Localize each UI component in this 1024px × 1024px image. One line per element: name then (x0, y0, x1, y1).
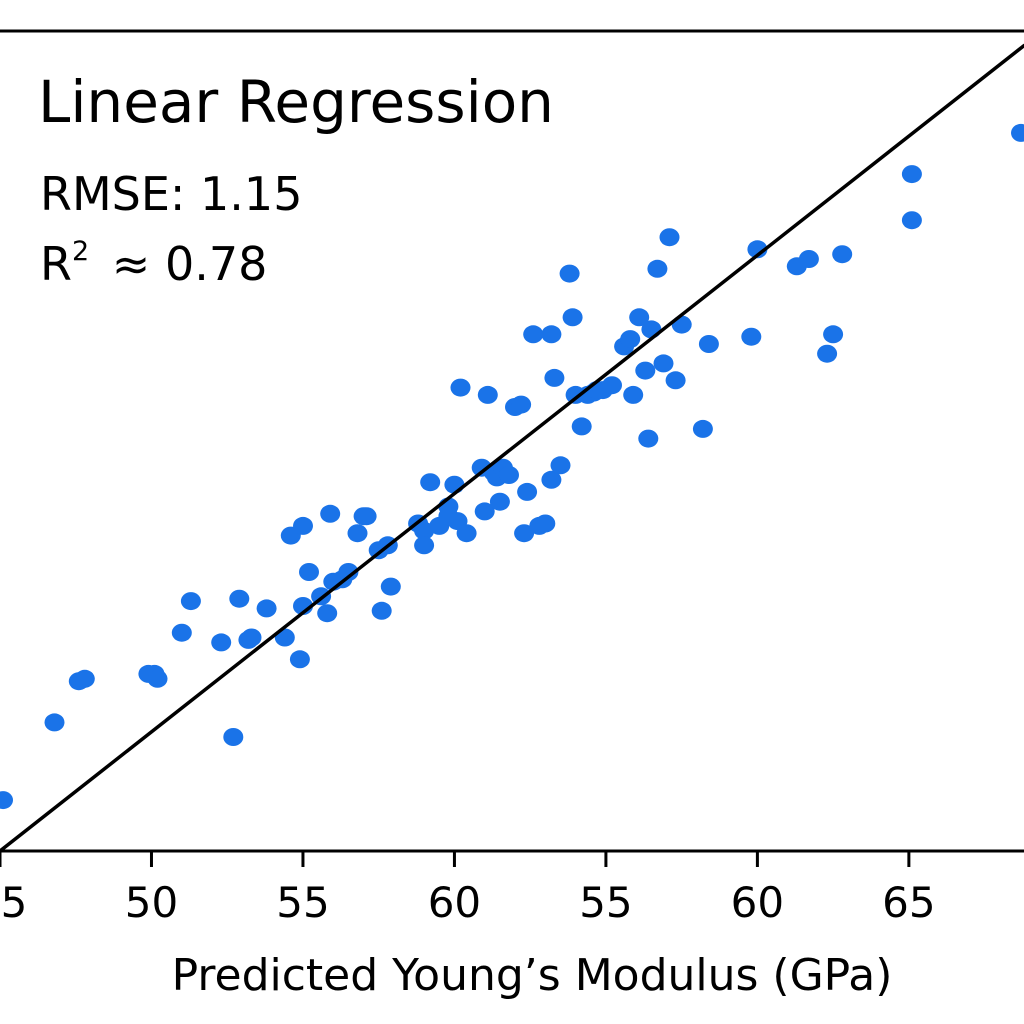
scatter-point-91 (798, 250, 819, 268)
scatter-point-60 (535, 514, 556, 533)
scatter-point-21 (299, 563, 319, 581)
scatter-point-81 (647, 259, 668, 278)
scatter-point-15 (256, 599, 277, 618)
scatter-point-10 (211, 633, 232, 652)
x-tick-label-1: 5 (1, 878, 28, 927)
scatter-point-37 (414, 536, 435, 555)
x-tick-label-3: 55 (276, 878, 329, 927)
scatter-point-88 (741, 327, 762, 346)
scatter-point-61 (541, 325, 562, 344)
scatter-point-96 (901, 165, 922, 184)
x-tick-label-7: 65 (882, 878, 935, 927)
scatter-point-48 (477, 385, 498, 404)
scatter-point-92 (823, 325, 844, 344)
scatter-point-42 (444, 475, 465, 494)
x-axis-ticks: 5 50 55 60 55 60 65 (0, 851, 936, 927)
scatter-point-56 (514, 524, 535, 543)
scatter-point-32 (371, 601, 392, 620)
scatter-point-28 (347, 524, 368, 543)
scatter-point-34 (380, 577, 401, 596)
regression-fit-line (0, 43, 1024, 853)
scatter-point-57 (517, 482, 538, 501)
scatter-point-65 (559, 264, 580, 283)
x-tick-label-5: 55 (579, 878, 632, 927)
r2-prefix: R (40, 237, 72, 291)
scatter-point-53 (499, 466, 519, 484)
x-axis-label: Predicted Young’s Modulus (GPa) (172, 950, 893, 1001)
scatter-point-73 (602, 376, 622, 395)
scatter-point-68 (571, 417, 592, 436)
x-tick-label-2: 50 (125, 878, 178, 927)
scatter-point-36 (414, 521, 435, 540)
scatter-point-97 (1011, 123, 1024, 142)
scatter-point-95 (901, 211, 922, 230)
scatter-point-83 (659, 228, 680, 247)
scatter-point-27 (338, 563, 359, 581)
x-tick-label-4: 60 (428, 878, 481, 927)
r2-value: ≈ 0.78 (97, 237, 267, 291)
scatter-point-79 (638, 429, 659, 448)
r2-annotation: R2 ≈ 0.78 (40, 236, 267, 291)
scatter-point-14 (241, 628, 262, 647)
scatter-point-87 (698, 335, 719, 353)
scatter-point-9 (180, 592, 201, 611)
scatter-point-18 (293, 516, 313, 535)
scatter-point-80 (641, 320, 662, 339)
scatter-point-23 (317, 604, 338, 623)
scatter-point-78 (635, 361, 656, 380)
rmse-annotation: RMSE: 1.15 (40, 167, 302, 221)
scatter-point-86 (692, 419, 713, 438)
scatter-point-76 (623, 385, 644, 404)
scatter-point-44 (450, 378, 471, 397)
scatter-point-7 (147, 669, 168, 688)
scatter-point-8 (171, 623, 192, 642)
scatter-point-1 (0, 791, 13, 810)
scatter-point-2 (44, 713, 65, 732)
scatter-point-66 (562, 308, 583, 327)
scatter-point-94 (832, 245, 853, 264)
scatter-point-24 (320, 504, 341, 523)
scatter-point-63 (544, 368, 565, 387)
scatter-point-19 (289, 650, 310, 669)
scatter-point-55 (511, 395, 532, 414)
scatter-point-38 (420, 473, 441, 492)
scatter-point-47 (474, 502, 495, 521)
scatter-point-11 (223, 728, 244, 746)
scatter-point-64 (550, 456, 571, 475)
scatter-point-75 (620, 330, 641, 349)
x-tick-label-6: 60 (731, 878, 784, 927)
scatter-point-12 (229, 589, 250, 608)
scatter-point-45 (456, 524, 477, 543)
scatter-point-93 (817, 344, 838, 363)
scatter-point-62 (541, 470, 562, 489)
scatter-point-4 (74, 669, 95, 688)
scatter-point-89 (747, 240, 768, 259)
scatter-point-84 (665, 371, 686, 390)
scatter-point-30 (356, 507, 377, 526)
r2-exponent: 2 (72, 236, 89, 267)
scatter-point-58 (523, 325, 544, 344)
scatter-point-77 (629, 308, 650, 327)
scatter-point-51 (489, 492, 510, 511)
scatter-point-82 (653, 354, 674, 373)
chart-title: Linear Regression (38, 68, 554, 136)
